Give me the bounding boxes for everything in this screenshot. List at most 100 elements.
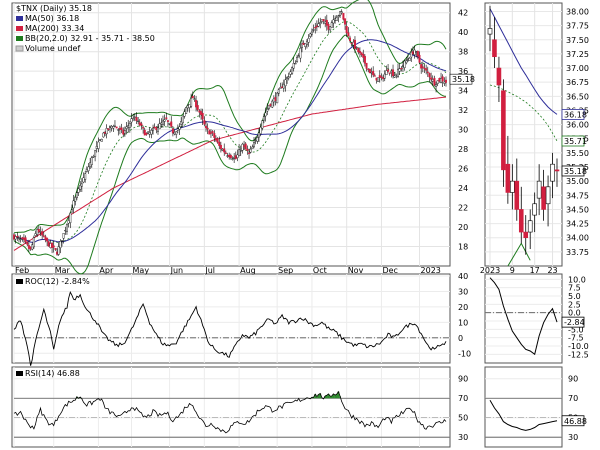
price-candle — [416, 50, 419, 57]
price-candle — [301, 43, 304, 48]
rsi-legend-swatch — [16, 371, 23, 376]
price-candle — [406, 58, 409, 61]
price-candle — [234, 155, 237, 160]
main-x-tick-label: Jun — [170, 266, 184, 275]
price-candle — [214, 137, 217, 141]
price-candle — [99, 139, 102, 141]
price-candle — [286, 76, 289, 79]
price-candle — [198, 110, 201, 113]
price-candle — [344, 18, 347, 25]
price-candle — [438, 78, 441, 82]
price-candle — [143, 129, 146, 136]
price-candle — [27, 245, 30, 249]
roc-zoom-y-tick-label: 2.5 — [568, 300, 581, 309]
zoom-value-tag: 35.71 — [564, 137, 587, 146]
price-candle — [117, 129, 120, 131]
price-candle — [339, 11, 342, 16]
roc-y-tick-label: 40 — [458, 272, 468, 281]
price-candle — [87, 166, 90, 172]
price-candle — [229, 155, 232, 159]
zoom-y-tick-label: 38.00 — [566, 7, 589, 16]
zoom-candle — [505, 163, 511, 193]
price-candle — [262, 116, 265, 121]
price-candle — [329, 26, 332, 31]
price-candle — [155, 127, 158, 131]
price-candle — [251, 146, 254, 150]
price-candle — [65, 224, 68, 232]
price-candle — [269, 103, 272, 107]
price-candle — [107, 128, 110, 130]
price-candle — [92, 156, 95, 158]
price-candle — [372, 70, 375, 76]
price-candle — [408, 58, 411, 61]
price-candle — [165, 117, 168, 119]
price-candle — [56, 251, 59, 255]
price-candle — [173, 132, 176, 135]
price-candle — [342, 13, 345, 20]
price-candle — [137, 120, 140, 123]
zoom-candle — [487, 28, 493, 35]
price-candle — [370, 72, 373, 74]
price-candle — [62, 232, 65, 239]
price-candle — [362, 53, 365, 58]
price-candle — [133, 116, 136, 118]
legend-bb-swatch — [16, 36, 23, 41]
main-y-tick-label: 36 — [458, 67, 468, 76]
price-candle — [118, 128, 121, 130]
price-candle — [113, 125, 116, 127]
price-candle — [95, 146, 98, 149]
roc-legend: ROC(12) -2.84% — [16, 277, 90, 286]
price-candle — [345, 26, 348, 34]
price-candle — [261, 120, 264, 129]
price-candle — [231, 158, 234, 160]
price-candle — [77, 188, 80, 193]
ma200-line — [13, 96, 447, 251]
price-candle — [349, 37, 352, 41]
price-candle — [431, 79, 434, 82]
price-candle — [160, 122, 163, 125]
main-price-tag: 35.18 — [452, 75, 475, 84]
rsi-zoom-y-tick-label: 30 — [568, 433, 578, 442]
roc-y-tick-label: 0 — [458, 334, 463, 343]
zoom-y-tick-label: 36.75 — [566, 78, 589, 87]
price-candle — [75, 192, 78, 199]
zoom-value-tag-box — [561, 109, 585, 120]
zoom-y-tick-label: 37.25 — [566, 50, 589, 59]
price-candle — [127, 125, 130, 128]
price-candle — [64, 229, 67, 232]
price-candle — [156, 127, 159, 132]
price-candle — [319, 22, 322, 25]
main-x-tick-label: Dec — [382, 266, 397, 275]
main-y-tick-label: 20 — [458, 223, 468, 232]
price-candle — [67, 220, 70, 224]
price-candle — [166, 120, 169, 122]
price-candle — [183, 111, 186, 117]
price-candle — [415, 51, 418, 53]
main-y-tick-label: 34 — [458, 87, 468, 96]
price-candle — [368, 68, 371, 74]
price-candle — [54, 248, 57, 250]
price-candle — [223, 148, 226, 153]
price-candle — [59, 241, 62, 249]
legend-ma50-swatch — [16, 16, 23, 21]
price-candle — [363, 55, 366, 64]
zoom-candle — [554, 169, 560, 172]
legend-title: $TNX (Daily) 35.18 — [16, 4, 92, 13]
price-candle — [421, 66, 424, 68]
price-candle — [315, 25, 318, 28]
price-candle — [440, 78, 443, 83]
price-candle — [291, 67, 294, 74]
price-candle — [94, 150, 97, 157]
price-candle — [44, 236, 47, 241]
price-candle — [420, 64, 423, 69]
price-candle — [142, 127, 145, 129]
price-candle — [153, 126, 156, 129]
roc-y-tick-label: 30 — [458, 287, 468, 296]
price-candle — [115, 126, 118, 129]
zoom-candle — [532, 203, 537, 216]
roc-panel — [11, 273, 451, 364]
zoom-value-tag: 35.18 — [564, 167, 587, 176]
zoom-y-tick-label: 33.75 — [566, 248, 589, 257]
price-candle — [41, 231, 44, 236]
